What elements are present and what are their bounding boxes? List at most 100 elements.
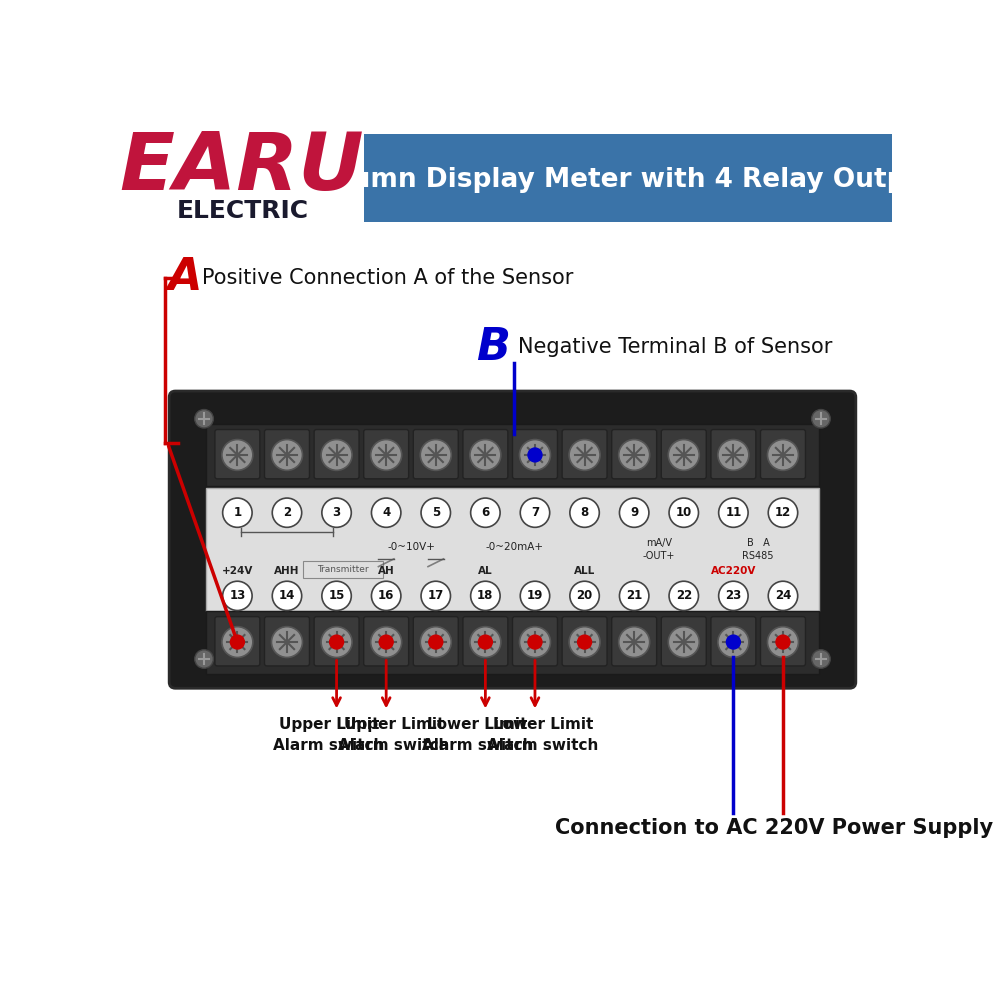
Circle shape <box>619 581 649 610</box>
Text: Transmitter: Transmitter <box>317 565 369 574</box>
Circle shape <box>330 635 344 649</box>
Circle shape <box>471 581 500 610</box>
Text: Connection to AC 220V Power Supply: Connection to AC 220V Power Supply <box>555 818 993 838</box>
Text: Negative Terminal B of Sensor: Negative Terminal B of Sensor <box>518 337 832 357</box>
Circle shape <box>195 650 213 668</box>
Text: 5: 5 <box>432 506 440 519</box>
Text: -0~20mA+: -0~20mA+ <box>485 542 543 552</box>
Circle shape <box>619 440 650 470</box>
FancyBboxPatch shape <box>761 617 805 666</box>
Text: 13: 13 <box>229 589 246 602</box>
Text: 6: 6 <box>481 506 490 519</box>
Circle shape <box>379 635 393 649</box>
Text: 15: 15 <box>328 589 345 602</box>
FancyBboxPatch shape <box>761 430 805 479</box>
Circle shape <box>421 581 451 610</box>
Text: AH: AH <box>378 566 395 576</box>
Text: AL: AL <box>478 566 493 576</box>
Text: EARU: EARU <box>119 129 364 207</box>
Circle shape <box>223 498 252 527</box>
Text: 14: 14 <box>279 589 295 602</box>
FancyBboxPatch shape <box>264 430 309 479</box>
Circle shape <box>470 440 501 470</box>
Text: Lower Limit: Lower Limit <box>493 717 593 732</box>
Circle shape <box>222 627 253 657</box>
Text: 16: 16 <box>378 589 394 602</box>
Text: 2: 2 <box>283 506 291 519</box>
Circle shape <box>421 498 451 527</box>
Text: B: B <box>476 326 510 369</box>
Text: 9: 9 <box>630 506 638 519</box>
Circle shape <box>195 410 213 428</box>
Circle shape <box>726 635 740 649</box>
Circle shape <box>528 635 542 649</box>
Text: Positive Connection A of the Sensor: Positive Connection A of the Sensor <box>202 268 574 288</box>
Circle shape <box>520 581 550 610</box>
Circle shape <box>271 627 302 657</box>
FancyBboxPatch shape <box>206 488 819 611</box>
Circle shape <box>520 498 550 527</box>
FancyBboxPatch shape <box>206 424 819 486</box>
Text: 10: 10 <box>676 506 692 519</box>
Circle shape <box>719 581 748 610</box>
Circle shape <box>272 498 302 527</box>
Text: 7: 7 <box>531 506 539 519</box>
Text: 24: 24 <box>775 589 791 602</box>
FancyBboxPatch shape <box>314 430 359 479</box>
Circle shape <box>570 498 599 527</box>
Circle shape <box>321 440 352 470</box>
Circle shape <box>768 581 798 610</box>
Circle shape <box>812 650 830 668</box>
Text: -0~10V+: -0~10V+ <box>387 542 435 552</box>
Circle shape <box>429 635 443 649</box>
Circle shape <box>768 498 798 527</box>
Circle shape <box>222 440 253 470</box>
Text: 4: 4 <box>382 506 390 519</box>
Text: 22: 22 <box>676 589 692 602</box>
Circle shape <box>420 440 451 470</box>
Text: Alarm switch: Alarm switch <box>422 738 533 753</box>
FancyBboxPatch shape <box>512 617 557 666</box>
Text: +24V: +24V <box>222 566 253 576</box>
Circle shape <box>371 581 401 610</box>
Circle shape <box>478 635 492 649</box>
FancyBboxPatch shape <box>711 617 756 666</box>
Text: Lower Limit: Lower Limit <box>427 717 528 732</box>
FancyBboxPatch shape <box>463 617 508 666</box>
Circle shape <box>230 635 244 649</box>
Text: 19: 19 <box>527 589 543 602</box>
Text: 20: 20 <box>576 589 593 602</box>
FancyBboxPatch shape <box>612 617 657 666</box>
FancyBboxPatch shape <box>364 134 892 222</box>
FancyBboxPatch shape <box>463 430 508 479</box>
Circle shape <box>570 581 599 610</box>
Circle shape <box>371 627 402 657</box>
Circle shape <box>619 627 650 657</box>
Circle shape <box>619 498 649 527</box>
FancyBboxPatch shape <box>215 430 260 479</box>
FancyBboxPatch shape <box>215 617 260 666</box>
Text: A: A <box>168 256 203 299</box>
FancyBboxPatch shape <box>562 617 607 666</box>
Text: mA/V
-OUT+: mA/V -OUT+ <box>643 538 675 561</box>
Circle shape <box>322 498 351 527</box>
FancyBboxPatch shape <box>562 430 607 479</box>
Text: AHH: AHH <box>274 566 300 576</box>
Circle shape <box>569 440 600 470</box>
Circle shape <box>578 635 592 649</box>
Circle shape <box>776 635 790 649</box>
Text: B   A
RS485: B A RS485 <box>742 538 774 561</box>
Circle shape <box>271 440 302 470</box>
FancyBboxPatch shape <box>512 430 557 479</box>
Text: 23: 23 <box>725 589 742 602</box>
Text: 18: 18 <box>477 589 494 602</box>
FancyBboxPatch shape <box>711 430 756 479</box>
FancyBboxPatch shape <box>264 617 309 666</box>
Circle shape <box>719 498 748 527</box>
Circle shape <box>669 498 698 527</box>
Circle shape <box>718 627 749 657</box>
Circle shape <box>371 440 402 470</box>
FancyBboxPatch shape <box>364 617 409 666</box>
Circle shape <box>718 440 749 470</box>
Text: 3: 3 <box>333 506 341 519</box>
